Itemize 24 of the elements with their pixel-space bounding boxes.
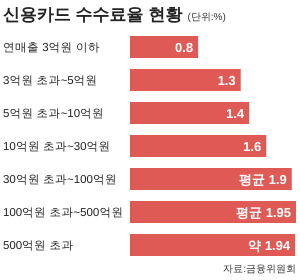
data-label: 1.3	[218, 73, 236, 88]
text: 자료:금융위원회	[223, 264, 296, 275]
y-tick-label: 5억원 초과~10억원	[3, 108, 104, 120]
y-tick-label: 500억원 초과	[3, 240, 74, 252]
bar	[130, 102, 250, 124]
y-tick-label: 연매출 3억원 이하	[3, 41, 100, 54]
y-tick-label: 100억원 초과~500억원	[3, 207, 124, 219]
data-label: 0.8	[175, 40, 194, 55]
chart-subtitle: (단위:%)	[187, 12, 226, 23]
data-label: 평균 1.9	[239, 172, 287, 187]
y-tick-label: 3억원 초과~5억원	[3, 75, 98, 87]
bar	[130, 201, 296, 223]
chart-title: 신용카드 수수료율 현황	[3, 5, 182, 24]
data-label: 1.6	[243, 139, 262, 154]
data-label: 1.4	[226, 106, 245, 121]
data-label: 약 1.94	[248, 238, 291, 253]
bar	[130, 135, 266, 157]
y-tick-label: 10억원 초과~30억원	[3, 141, 110, 153]
bar	[130, 168, 292, 190]
bar	[130, 36, 198, 58]
data-label: 평균 1.95	[236, 205, 291, 220]
bar	[130, 69, 241, 91]
bar	[130, 234, 296, 256]
y-tick-label: 30억원 초과~100억원	[3, 174, 117, 186]
